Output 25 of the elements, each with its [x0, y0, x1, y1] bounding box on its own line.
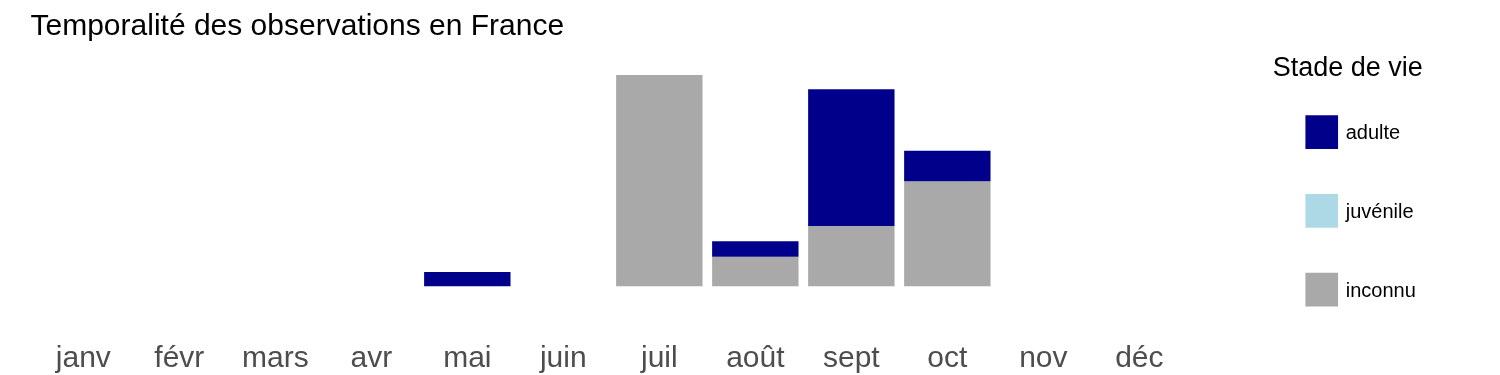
- x-tick-label: mars: [241, 339, 309, 373]
- x-tick-label: déc: [1115, 339, 1164, 373]
- x-tick-label: oct: [927, 339, 968, 373]
- x-tick-label: avr: [350, 339, 393, 373]
- legend-label: inconnu: [1345, 278, 1416, 301]
- bar: [808, 226, 895, 287]
- bar: [808, 89, 895, 227]
- x-tick-label: févr: [154, 339, 205, 373]
- bar: [904, 181, 991, 287]
- x-tick-label: juin: [538, 339, 587, 373]
- bar: [424, 272, 511, 287]
- legend-label: juvénile: [1344, 199, 1414, 222]
- bar: [712, 241, 799, 257]
- x-tick-label: sept: [822, 339, 881, 373]
- x-tick-label: août: [726, 339, 786, 373]
- bar: [712, 256, 799, 287]
- bar: [904, 150, 991, 182]
- x-tick-label: mai: [443, 339, 492, 373]
- legend-title: Stade de vie: [1272, 51, 1423, 82]
- x-tick-label: janv: [54, 339, 111, 373]
- legend-label: adulte: [1345, 121, 1401, 144]
- bar: [616, 75, 703, 287]
- x-tick-label: nov: [1019, 339, 1068, 373]
- x-tick-label: juil: [639, 339, 678, 373]
- chart-title: Temporalité des observations en France: [30, 7, 565, 41]
